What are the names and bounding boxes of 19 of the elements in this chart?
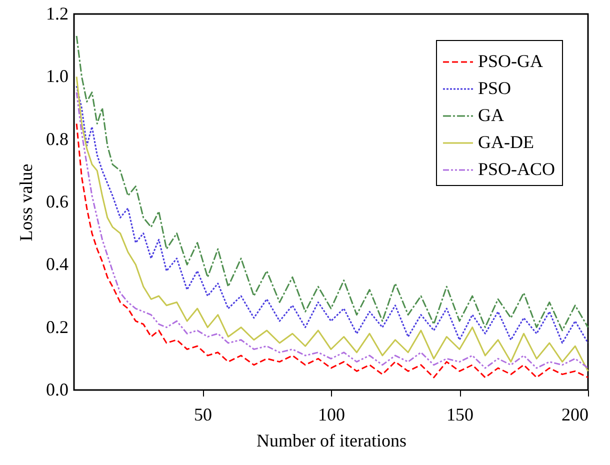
y-tick-label: 1.0 (46, 66, 68, 86)
x-tick-label: 200 (562, 404, 588, 424)
legend-label: GA-DE (478, 132, 534, 152)
legend-label: PSO (478, 78, 512, 98)
y-tick-label: 0.0 (46, 380, 68, 400)
y-tick-label: 0.6 (46, 192, 68, 212)
x-tick-label: 100 (318, 404, 345, 424)
y-tick-label: 0.8 (46, 128, 68, 149)
x-axis-title: Number of iterations (256, 430, 406, 450)
legend-label: PSO-GA (478, 51, 544, 71)
y-axis-title: Loss value (16, 164, 36, 242)
y-tick-label: 0.4 (46, 254, 68, 274)
legend-label: GA (478, 105, 504, 125)
y-tick-label: 0.2 (46, 316, 68, 337)
line-series (76, 35, 589, 332)
legend-label: PSO-ACO (478, 159, 556, 179)
x-tick-label: 50 (194, 404, 212, 424)
y-tick-label: 1.2 (46, 4, 68, 24)
x-tick-label: 150 (446, 404, 474, 424)
